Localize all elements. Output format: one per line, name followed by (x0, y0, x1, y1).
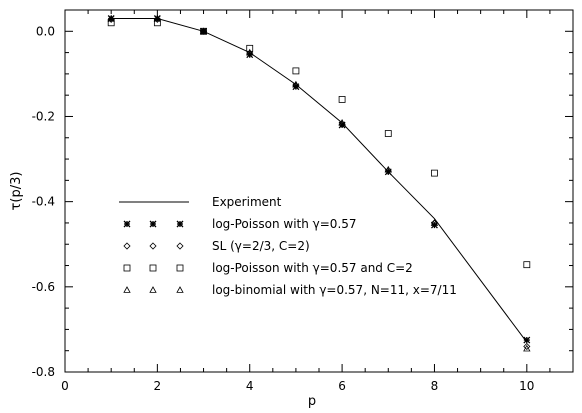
asterisk-marker (523, 336, 531, 344)
data-point (153, 14, 162, 22)
data-point (123, 242, 131, 250)
series-layer (107, 14, 531, 352)
axis-ticks (64, 9, 574, 373)
data-point (523, 342, 531, 351)
plot-frame (64, 9, 574, 373)
asterisk-marker (123, 220, 131, 228)
series-markers (107, 19, 531, 269)
data-point (123, 264, 131, 272)
data-point (107, 19, 115, 27)
data-point (430, 219, 439, 227)
y-axis-label: τ(p/3) (9, 172, 24, 211)
legend-label: SL (γ=2/3, C=2) (212, 239, 310, 253)
y-tick-labels: 0.0 -0.2 -0.4 -0.6 -0.8 (32, 24, 55, 379)
data-point (123, 286, 131, 293)
asterisk-marker (153, 15, 161, 22)
data-point (149, 286, 157, 293)
data-point (200, 27, 208, 35)
data-point (292, 67, 300, 75)
data-point (107, 14, 115, 22)
data-point (149, 242, 157, 250)
asterisk-marker (107, 15, 115, 22)
data-point (523, 261, 531, 269)
data-point (338, 96, 346, 103)
x-tick-label: 0 (61, 379, 69, 393)
data-point (199, 27, 208, 35)
x-tick-labels: 0 2 4 6 8 10 (61, 379, 534, 393)
data-point (523, 344, 531, 352)
legend-label: Experiment (212, 195, 282, 209)
data-point (123, 220, 131, 228)
series-markers (107, 14, 531, 352)
x-tick-label: 2 (154, 379, 162, 393)
legend-marker-sample (123, 264, 184, 272)
legend: Experiment log-Poisson with γ=0.57 SL (γ=2… (119, 195, 457, 297)
data-point (176, 242, 184, 250)
y-tick-label: -0.8 (32, 365, 55, 379)
data-point (153, 19, 161, 27)
asterisk-marker (176, 220, 184, 228)
asterisk-marker (200, 27, 208, 35)
data-point (430, 219, 439, 226)
series-markers (107, 15, 531, 351)
x-tick-label: 4 (246, 379, 254, 393)
data-point (246, 48, 254, 56)
y-tick-label: -0.4 (32, 195, 55, 209)
data-point (149, 264, 157, 272)
legend-item: log-Poisson with γ=0.57 and C=2 (123, 261, 413, 275)
legend-marker-sample (123, 286, 184, 293)
data-point (523, 336, 531, 344)
legend-item: Experiment (119, 195, 282, 209)
legend-label: log-Poisson with γ=0.57 (212, 217, 357, 231)
data-point (384, 165, 392, 173)
data-point (149, 220, 157, 228)
data-point (176, 264, 184, 272)
data-point (176, 286, 184, 293)
legend-label: log-Poisson with γ=0.57 and C=2 (212, 261, 413, 275)
data-point (176, 220, 184, 228)
legend-item: log-Poisson with γ=0.57 (123, 217, 357, 231)
y-tick-label: 0.0 (36, 24, 55, 38)
asterisk-marker (149, 220, 157, 228)
x-tick-label: 10 (519, 379, 534, 393)
x-tick-label: 6 (338, 379, 346, 393)
data-point (292, 80, 300, 88)
x-axis-label: p (308, 394, 316, 409)
data-point (246, 44, 254, 52)
data-point (338, 119, 346, 126)
legend-marker-sample (123, 242, 184, 250)
data-point (107, 15, 115, 22)
legend-label: log-binomial with γ=0.57, N=11, x=7/11 (212, 283, 457, 297)
data-point (153, 15, 161, 22)
legend-marker-sample (123, 220, 184, 228)
y-tick-label: -0.6 (32, 280, 55, 294)
y-tick-label: -0.2 (32, 109, 55, 123)
legend-item: log-binomial with γ=0.57, N=11, x=7/11 (123, 283, 457, 297)
data-point (431, 169, 438, 177)
data-point (384, 130, 392, 137)
legend-item: SL (γ=2/3, C=2) (123, 239, 310, 253)
x-tick-label: 8 (431, 379, 439, 393)
